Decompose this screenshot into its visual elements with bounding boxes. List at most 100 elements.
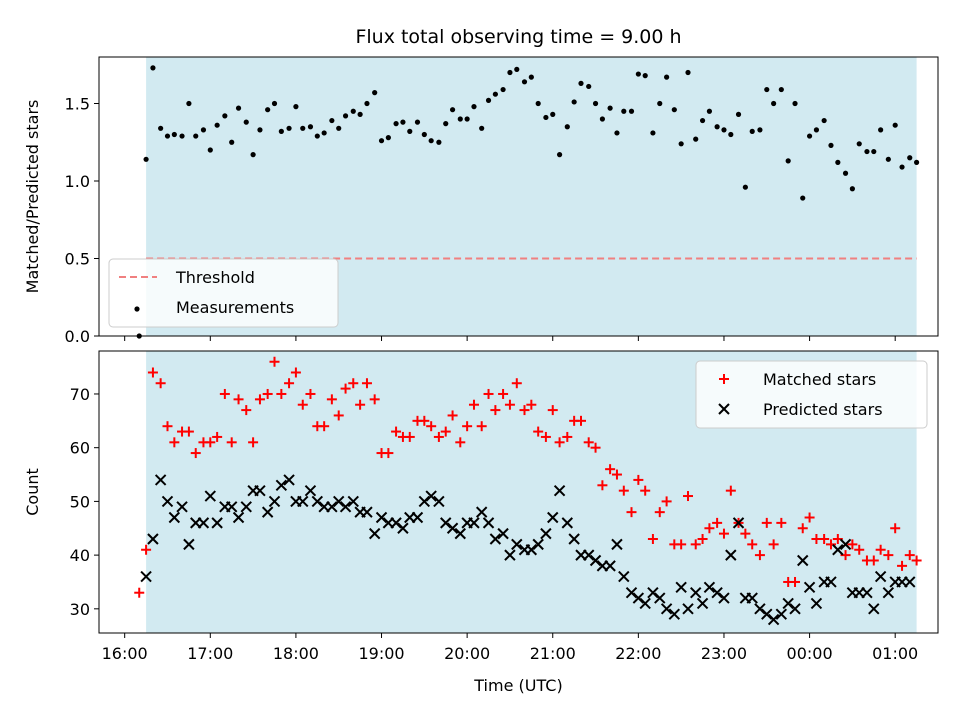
data-point [326,394,337,405]
data-point [411,511,424,524]
data-point [492,91,498,97]
data-point [571,99,577,105]
data-point [433,495,445,508]
data-point [479,125,485,131]
data-point [586,83,592,90]
data-point [540,431,551,442]
x-tick-label: 22:00 [615,644,661,663]
data-point [254,394,265,405]
data-point [633,474,644,485]
data-point [229,139,235,145]
data-point [250,152,256,158]
data-point [222,113,228,119]
data-point [578,80,584,86]
data-point [650,130,656,136]
data-point [421,131,427,138]
data-point [754,603,766,615]
y-tick-label: 60 [70,439,90,458]
legend-box [695,360,928,429]
data-point [618,485,629,496]
data-point [339,501,352,513]
data-point [361,506,373,518]
data-point [311,495,324,508]
data-point [205,437,216,448]
y-tick-label: 1.0 [65,172,90,191]
data-point [792,100,798,107]
data-point [168,511,181,524]
data-point [232,511,245,524]
data-point [547,405,558,416]
data-point [500,86,506,93]
data-point [611,469,622,480]
data-point [728,131,734,138]
data-point [767,613,780,626]
data-point [176,501,188,513]
data-point [911,555,922,566]
data-point [340,383,351,394]
legend-marker [718,403,730,415]
data-point [468,517,480,529]
data-point [261,506,274,518]
data-point [293,104,299,110]
data-point [810,597,823,610]
data-point [626,507,637,518]
data-point [654,592,666,604]
data-point [519,405,530,416]
data-point [390,517,402,529]
data-point [825,576,837,588]
data-point [797,554,809,567]
data-point [682,603,694,615]
x-tick-label: 21:00 [530,644,576,663]
data-point [333,495,345,508]
data-point [393,121,399,127]
data-point [532,538,544,551]
data-point [647,534,658,544]
data-point [464,116,470,122]
data-point [842,170,849,176]
axes-frame [98,56,939,337]
data-point [604,560,616,572]
data-point [732,517,745,529]
data-point [621,108,627,114]
data-point [428,138,434,144]
data-point [550,111,556,117]
data-point [890,523,901,534]
data-point [278,128,284,134]
data-point [696,597,709,610]
data-point [400,119,406,125]
data-point [355,399,366,410]
data-point [654,507,665,518]
series-matched-stars [134,356,922,598]
data-point [397,522,409,534]
data-point [511,378,522,389]
data-point [761,517,772,528]
data-point [714,124,720,130]
data-point [307,124,314,130]
data-point [183,426,194,437]
data-point [197,517,210,529]
data-point [725,485,736,496]
data-point [874,570,887,583]
data-point [219,388,230,399]
x-tick-label: 01:00 [872,644,918,663]
data-point [582,549,595,561]
data-point [661,496,672,507]
data-point [740,528,751,539]
data-point [443,121,449,127]
data-point [804,512,815,523]
data-point [342,113,349,119]
x-tick-label: 20:00 [444,644,490,663]
data-point [528,74,534,80]
data-point [797,523,808,534]
data-point [543,114,549,121]
data-point [507,69,513,76]
data-point [336,125,342,131]
data-point [768,539,779,550]
data-point [183,538,195,551]
data-point [414,119,421,125]
data-point [639,597,651,610]
data-point [721,127,727,133]
data-point [828,142,834,148]
data-point [440,426,451,437]
